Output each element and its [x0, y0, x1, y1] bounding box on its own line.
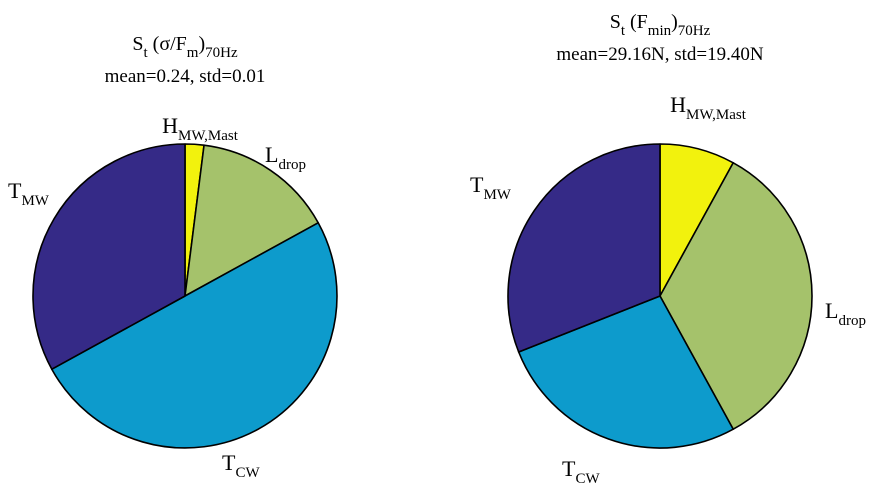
- chart-right-label-t-cw: TCW: [562, 456, 600, 487]
- chart-left-label-h-mw-mast: HMW,Mast: [162, 113, 239, 144]
- chart-right-pie: [507, 143, 813, 449]
- pie0-slice-t-mw: [32, 143, 186, 371]
- chart-left-label-t-cw: TCW: [222, 450, 260, 481]
- chart-right-title: St (Fmin)70Hz: [610, 11, 711, 39]
- chart-left-pie: [32, 143, 338, 449]
- pie1-slice-t-mw: [507, 143, 661, 353]
- chart-right-label-l-drop: Ldrop: [825, 298, 866, 329]
- chart-left-label-t-mw: TMW: [8, 178, 50, 209]
- pie0-slice-t-cw: [51, 221, 338, 449]
- pie0-slice-l-drop: [184, 144, 319, 297]
- chart-right: St (Fmin)70Hz mean=29.16N, std=19.40N HM…: [470, 11, 866, 487]
- chart-left-title: St (σ/Fm)70Hz: [132, 33, 238, 61]
- chart-left: St (σ/Fm)70Hz mean=0.24, std=0.01 HMW,Ma…: [8, 33, 338, 481]
- chart-right-label-h-mw-mast: HMW,Mast: [670, 92, 747, 123]
- pie1-slice-l-drop: [659, 162, 813, 430]
- chart-left-subtitle: mean=0.24, std=0.01: [105, 66, 266, 87]
- chart-right-label-t-mw: TMW: [470, 172, 512, 203]
- chart-right-subtitle: mean=29.16N, std=19.40N: [556, 44, 763, 65]
- pie1-slice-t-cw: [517, 295, 735, 449]
- chart-left-label-l-drop: Ldrop: [265, 142, 306, 173]
